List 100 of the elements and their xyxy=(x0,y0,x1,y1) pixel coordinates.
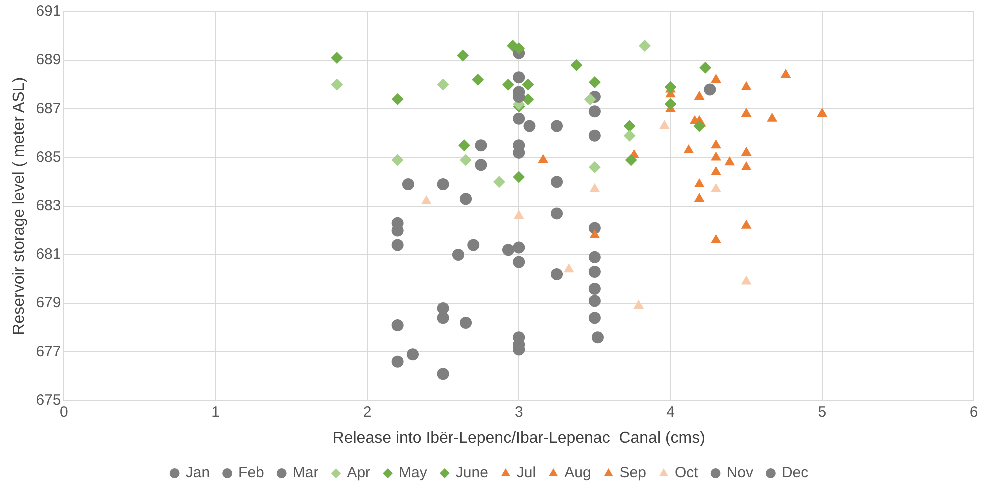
legend-label: May xyxy=(399,464,428,482)
point xyxy=(460,193,472,206)
x-tick-label: 4 xyxy=(666,404,675,421)
point xyxy=(704,84,716,96)
point xyxy=(590,230,600,239)
point xyxy=(392,154,404,166)
point xyxy=(392,319,404,332)
point xyxy=(741,81,752,90)
point xyxy=(664,81,677,94)
point xyxy=(741,146,752,156)
legend-label: Jul xyxy=(516,464,536,482)
y-axis-title: Reservoir storage level ( meter ASL) xyxy=(11,77,28,336)
point xyxy=(331,52,344,64)
point xyxy=(588,312,601,324)
point xyxy=(472,74,484,86)
point xyxy=(588,106,601,118)
y-tick-label: 677 xyxy=(36,343,62,360)
point xyxy=(564,264,574,273)
legend-label: Mar xyxy=(292,464,319,482)
point xyxy=(421,196,432,205)
y-tick-label: 691 xyxy=(36,3,62,20)
point xyxy=(513,256,526,268)
legend-label: Sep xyxy=(620,464,646,482)
point xyxy=(538,154,549,164)
y-tick-label: 689 xyxy=(36,52,62,69)
y-tick-label: 685 xyxy=(36,148,62,166)
point xyxy=(452,249,464,261)
x-tick-label: 3 xyxy=(514,404,524,421)
y-tick-label: 687 xyxy=(36,100,62,118)
point xyxy=(513,242,526,254)
point xyxy=(524,120,536,132)
point xyxy=(457,50,470,62)
point xyxy=(624,120,636,132)
point xyxy=(590,183,600,192)
point xyxy=(817,108,828,118)
x-tick-label: 1 xyxy=(212,404,220,421)
point xyxy=(502,78,514,91)
point xyxy=(694,91,705,100)
point xyxy=(460,154,472,166)
point xyxy=(741,108,752,118)
legend-label: June xyxy=(456,464,488,482)
point xyxy=(588,295,601,308)
point xyxy=(711,234,722,244)
point xyxy=(475,159,488,172)
point xyxy=(780,69,792,78)
point xyxy=(460,317,472,330)
point xyxy=(684,144,694,154)
point xyxy=(638,40,651,52)
point xyxy=(592,332,604,344)
legend-label: Feb xyxy=(238,464,264,482)
point xyxy=(588,251,601,264)
point xyxy=(659,120,670,130)
x-tick-label: 2 xyxy=(363,404,372,421)
point xyxy=(437,368,450,380)
point xyxy=(392,93,404,106)
point xyxy=(711,74,722,84)
point xyxy=(437,312,450,324)
y-tick-label: 681 xyxy=(36,246,62,264)
point xyxy=(392,356,404,368)
point xyxy=(694,120,706,132)
point xyxy=(624,130,636,142)
point xyxy=(551,208,564,220)
point xyxy=(468,239,480,252)
point xyxy=(331,78,344,91)
point xyxy=(724,156,736,166)
x-axis-title: Release into Ibër-Lepenc/Ibar-Lepenac Canal (cms) xyxy=(332,430,706,447)
point xyxy=(551,268,564,280)
legend-label: Jan xyxy=(186,464,210,482)
point xyxy=(513,112,526,125)
point xyxy=(437,78,450,91)
point xyxy=(493,176,506,188)
point xyxy=(402,178,414,191)
x-tick-label: 5 xyxy=(818,404,827,421)
point xyxy=(513,171,526,184)
point xyxy=(694,178,705,188)
point xyxy=(551,120,564,132)
point xyxy=(522,78,534,91)
point xyxy=(514,210,524,220)
point xyxy=(584,93,596,106)
point xyxy=(767,112,778,122)
point xyxy=(570,59,583,72)
y-tick-label: 683 xyxy=(36,198,62,215)
point xyxy=(711,152,722,161)
y-tick-label: 675 xyxy=(36,392,62,409)
legend-label: Aug xyxy=(564,464,592,482)
point xyxy=(711,166,722,176)
point xyxy=(392,239,404,252)
point xyxy=(551,176,564,188)
point xyxy=(741,162,752,171)
legend-label: Oct xyxy=(674,464,700,482)
point xyxy=(741,276,752,285)
point xyxy=(588,130,601,142)
y-tick-label: 679 xyxy=(36,294,62,312)
point xyxy=(502,244,514,256)
legend-label: Dec xyxy=(782,464,810,482)
point xyxy=(664,98,677,110)
point xyxy=(694,193,705,202)
point xyxy=(475,140,488,152)
point xyxy=(513,72,526,84)
point xyxy=(741,220,752,229)
